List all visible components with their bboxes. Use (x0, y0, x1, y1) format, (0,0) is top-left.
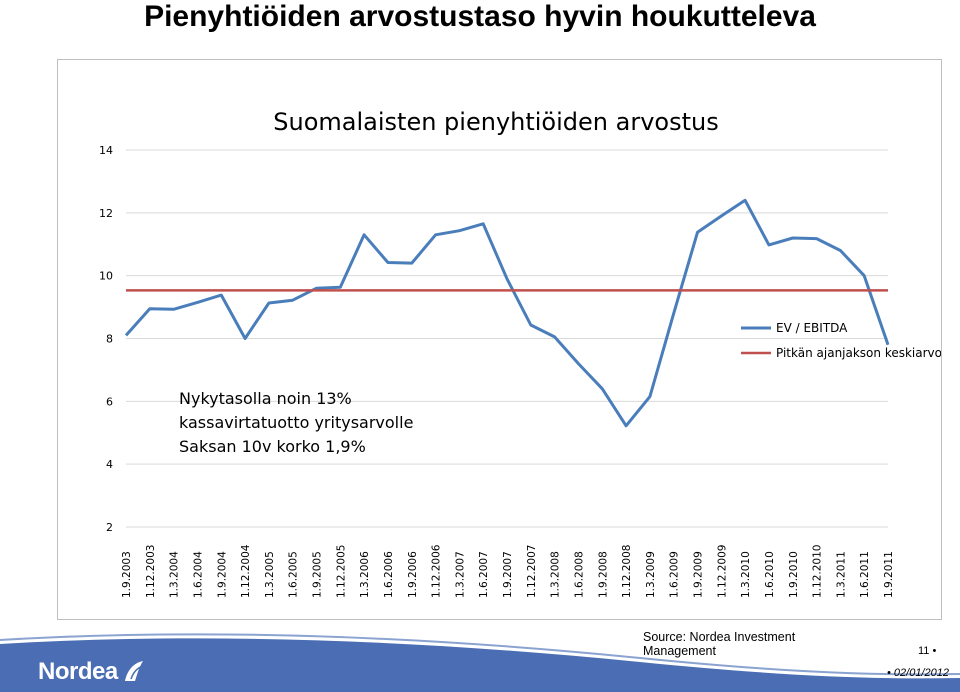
x-tick-label: 1.3.2011 (835, 551, 847, 598)
x-tick-label: 1.12.2003 (145, 545, 157, 598)
legend-entry: Pitkän ajanjakson keskiarvo (741, 346, 941, 360)
chart-svg: Suomalaisten pienyhtiöiden arvostus 2 4 6 8… (99, 108, 941, 598)
slide-title: Pienyhtiöiden arvostustaso hyvin houkutt… (144, 0, 816, 33)
x-tick-label: 1.6.2009 (669, 551, 681, 598)
series-layer (124, 198, 890, 428)
x-tick-label: 1.3.2005 (264, 551, 276, 598)
annotation-line: kassavirtatuotto yritysarvolle (179, 413, 413, 432)
x-tick-label: 1.6.2010 (764, 551, 776, 598)
logo-text: Nordea (38, 658, 118, 685)
x-tick-label: 1.6.2007 (478, 551, 490, 598)
x-tick-label: 1.9.2005 (312, 551, 324, 598)
x-tick-label: 1.3.2010 (740, 551, 752, 598)
x-tick-label: 1.6.2006 (383, 551, 395, 598)
y-tick-label: 8 (106, 333, 113, 346)
page-number: 11 • (918, 645, 937, 657)
y-axis-ticks: 2 4 6 8 10 12 14 (99, 144, 113, 534)
x-tick-label: 1.12.2008 (621, 545, 633, 598)
x-tick-label: 1.12.2005 (335, 545, 347, 598)
x-tick-label: 1.9.2004 (216, 551, 228, 598)
x-tick-label: 1.3.2009 (645, 551, 657, 598)
y-tick-label: 12 (99, 207, 113, 220)
x-tick-label: 1.6.2004 (192, 551, 204, 598)
x-tick-label: 1.3.2004 (169, 551, 181, 598)
nordea-logo: Nordea (38, 657, 147, 687)
legend-label: Pitkän ajanjakson keskiarvo (776, 346, 941, 360)
sail-icon (124, 661, 143, 681)
x-tick-label: 1.12.2004 (240, 544, 252, 598)
chart-frame: Suomalaisten pienyhtiöiden arvostus 2 4 6 8… (57, 59, 942, 620)
grid-layer (126, 149, 888, 528)
x-tick-label: 1.9.2003 (121, 551, 133, 598)
x-tick-label: 1.12.2007 (526, 545, 538, 598)
source-text: Source: Nordea Investment Management (643, 630, 796, 658)
x-tick-label: 1.3.2008 (550, 551, 562, 598)
x-tick-label: 1.9.2007 (502, 551, 514, 598)
legend-label: EV / EBITDA (776, 321, 848, 335)
x-tick-label: 1.6.2005 (288, 551, 300, 598)
x-axis-ticks: 1.9.2003 1.12.2003 1.3.2004 1.6.2004 1.9.200… (121, 544, 895, 598)
y-tick-label: 6 (106, 395, 113, 408)
x-tick-label: 1.9.2009 (693, 551, 705, 598)
date-value: 02/01/2012 (893, 667, 949, 679)
annotation: Nykytasolla noin 13% kassavirtatuotto yri… (179, 389, 413, 456)
legend-entry: EV / EBITDA (741, 321, 848, 335)
x-tick-label: 1.6.2008 (573, 551, 585, 598)
legend: EV / EBITDA Pitkän ajanjakson keskiarvo (741, 321, 941, 360)
x-tick-label: 1.12.2010 (812, 545, 824, 598)
x-tick-label: 1.9.2011 (883, 551, 895, 598)
page-number-value: 11 (918, 645, 930, 657)
x-tick-label: 1.9.2010 (788, 551, 800, 598)
footer-band (0, 622, 960, 692)
x-tick-label: 1.9.2006 (407, 551, 419, 598)
annotation-line: Saksan 10v korko 1,9% (179, 437, 366, 456)
date-text: • 02/01/2012 (887, 667, 949, 679)
x-tick-label: 1.9.2008 (597, 551, 609, 598)
x-tick-label: 1.3.2007 (454, 551, 466, 598)
annotation-line: Nykytasolla noin 13% (179, 389, 352, 408)
x-tick-label: 1.12.2009 (716, 545, 728, 598)
y-tick-label: 2 (106, 521, 113, 534)
y-tick-label: 14 (99, 144, 113, 157)
x-tick-label: 1.3.2006 (359, 551, 371, 598)
chart-title: Suomalaisten pienyhtiöiden arvostus (273, 108, 718, 136)
y-tick-label: 4 (106, 458, 113, 471)
footer-wave (0, 633, 960, 692)
series-line-ev-ebitda (124, 198, 890, 428)
x-tick-label: 1.12.2006 (431, 544, 443, 598)
x-tick-label: 1.6.2011 (859, 551, 871, 598)
y-tick-label: 10 (99, 270, 113, 283)
